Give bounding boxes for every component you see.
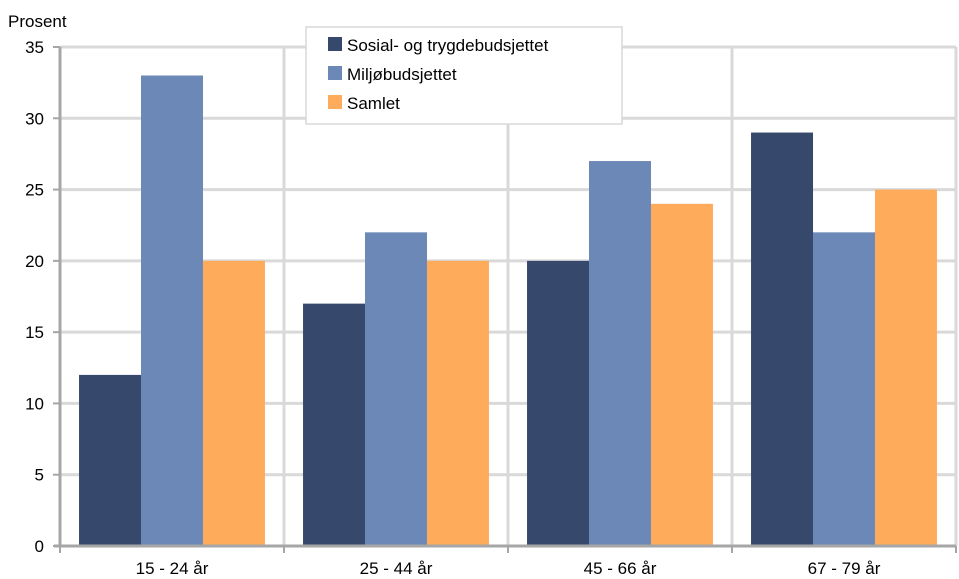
bar — [813, 232, 875, 547]
legend-label: Samlet — [347, 94, 400, 113]
bar — [365, 232, 427, 547]
bar — [141, 75, 203, 546]
y-tick-label: 15 — [25, 323, 44, 342]
bar — [751, 132, 814, 547]
bar — [874, 189, 937, 547]
x-tick-label: 45 - 66 år — [584, 559, 657, 578]
y-tick-label: 0 — [35, 537, 44, 556]
bar — [527, 260, 590, 546]
legend-swatch — [328, 37, 342, 51]
y-tick-label: 5 — [35, 466, 44, 485]
y-axis-label: Prosent — [8, 12, 67, 31]
axes: 0 5 10 15 20 25 30 35 15 - 24 år 25 - 44 år 45 - 6… — [25, 38, 957, 578]
y-tick-label: 25 — [25, 181, 44, 200]
bar — [303, 303, 366, 546]
x-tick-label: 15 - 24 år — [136, 559, 209, 578]
y-tick-label: 30 — [25, 109, 44, 128]
legend-label: Miljøbudsjettet — [347, 65, 457, 84]
bar — [650, 203, 713, 547]
bars — [79, 75, 937, 547]
bar — [202, 260, 265, 546]
x-tick-label: 67 - 79 år — [808, 559, 881, 578]
bar — [79, 374, 142, 546]
legend: Sosial- og trygdebudsjettet Miljøbudsjett… — [305, 26, 623, 125]
x-tick-label: 25 - 44 år — [360, 559, 433, 578]
bar — [426, 260, 489, 546]
y-tick-label: 10 — [25, 394, 44, 413]
legend-label: Sosial- og trygdebudsjettet — [347, 36, 549, 55]
legend-swatch — [328, 95, 342, 109]
bar — [589, 161, 651, 547]
y-tick-label: 20 — [25, 252, 44, 271]
y-tick-label: 35 — [25, 38, 44, 57]
legend-swatch — [328, 66, 342, 80]
legend-box — [305, 26, 623, 125]
